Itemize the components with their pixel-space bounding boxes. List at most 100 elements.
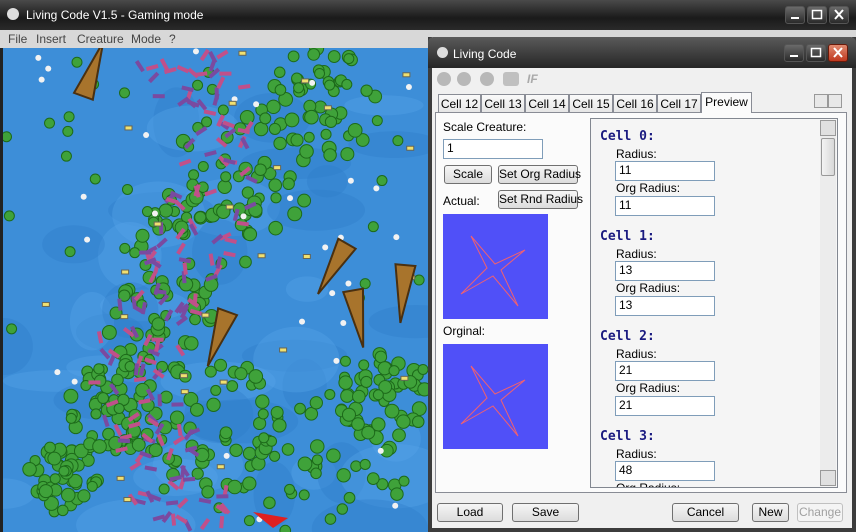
button[interactable]: Load xyxy=(437,503,503,522)
scroll-thumb[interactable] xyxy=(821,138,835,176)
plant xyxy=(77,489,91,503)
plant xyxy=(388,365,400,377)
skull xyxy=(392,502,399,509)
creature xyxy=(107,353,117,366)
button[interactable]: Cancel xyxy=(672,503,739,522)
menu-item[interactable]: File xyxy=(8,32,28,46)
tab-scroll-left[interactable] xyxy=(814,94,828,108)
tab-scroll-right[interactable] xyxy=(828,94,842,108)
food xyxy=(124,125,133,131)
toolbar-icon[interactable] xyxy=(437,72,451,86)
plant xyxy=(243,515,255,527)
creature xyxy=(151,337,164,342)
button[interactable]: Set Rnd Radius xyxy=(498,190,583,209)
minimize-button[interactable] xyxy=(785,6,805,24)
maximize-button[interactable] xyxy=(806,44,826,62)
plant xyxy=(201,485,215,499)
game-area[interactable] xyxy=(3,48,429,532)
plant xyxy=(273,66,286,79)
toolbar-if[interactable]: IF xyxy=(527,72,538,86)
water-texture xyxy=(3,478,35,509)
plant xyxy=(324,115,338,128)
tab[interactable]: Preview xyxy=(701,92,752,113)
creature xyxy=(244,201,257,211)
creature xyxy=(144,357,157,365)
icon-shape xyxy=(811,9,823,20)
creature xyxy=(222,484,229,498)
creature xyxy=(164,309,174,322)
creature xyxy=(237,84,251,90)
label: Radius: xyxy=(616,247,657,261)
button[interactable]: Save xyxy=(512,503,579,522)
plant xyxy=(101,325,117,340)
tab[interactable]: Cell 12 xyxy=(438,94,481,113)
tab[interactable]: Cell 16 xyxy=(613,94,657,113)
creature xyxy=(148,71,160,84)
text-input[interactable]: 11 xyxy=(615,196,715,216)
scrollbar[interactable] xyxy=(820,120,836,486)
plant xyxy=(219,426,233,440)
creature xyxy=(88,380,101,385)
creature xyxy=(193,184,201,197)
creature xyxy=(133,289,145,302)
maximize-button[interactable] xyxy=(807,6,827,24)
skull xyxy=(347,177,354,184)
button[interactable]: New xyxy=(752,503,789,522)
plant xyxy=(38,484,53,499)
scroll-up[interactable] xyxy=(820,120,836,136)
scroll-down[interactable] xyxy=(820,470,836,486)
skull xyxy=(287,195,294,202)
button[interactable]: Scale xyxy=(444,165,492,184)
creature xyxy=(184,137,196,150)
text-input[interactable]: 13 xyxy=(615,261,715,281)
toolbar-icon[interactable] xyxy=(480,72,494,86)
plant xyxy=(390,487,404,501)
icon-shape xyxy=(834,9,844,20)
menu-item[interactable]: Creature xyxy=(77,32,124,46)
plant xyxy=(268,178,283,193)
plant xyxy=(65,412,77,424)
creature xyxy=(182,262,188,275)
close-button[interactable] xyxy=(829,6,849,24)
creature xyxy=(245,175,258,184)
tab[interactable]: Cell 15 xyxy=(569,94,613,113)
toolbar-icon[interactable] xyxy=(457,72,471,86)
plant xyxy=(44,117,56,129)
creature xyxy=(134,60,145,73)
icon-shape xyxy=(833,47,843,58)
menu-item[interactable]: Insert xyxy=(36,32,67,46)
predator xyxy=(394,263,417,324)
menu-item[interactable]: ? xyxy=(169,32,176,46)
plant xyxy=(60,150,72,162)
text-input[interactable]: 48 xyxy=(615,461,715,481)
plant xyxy=(358,359,370,371)
plant xyxy=(371,115,383,127)
skull xyxy=(80,193,87,200)
plant xyxy=(61,487,76,503)
creature xyxy=(133,376,147,383)
text-input[interactable]: 1 xyxy=(443,139,543,159)
skull xyxy=(143,132,150,139)
plant xyxy=(151,317,166,331)
toolbar-icon[interactable] xyxy=(503,72,519,86)
minimize-button[interactable] xyxy=(784,44,804,62)
text-input[interactable]: 21 xyxy=(615,361,715,381)
text-input[interactable]: 13 xyxy=(615,296,715,316)
text-input[interactable]: 21 xyxy=(615,396,715,416)
plant xyxy=(327,50,341,63)
food xyxy=(225,204,234,210)
predator xyxy=(72,48,105,102)
plant xyxy=(309,439,325,454)
label: Org Radius: xyxy=(616,481,680,487)
tab[interactable]: Cell 14 xyxy=(525,94,569,113)
creature xyxy=(198,497,212,504)
plant xyxy=(326,448,341,463)
tab[interactable]: Cell 13 xyxy=(481,94,525,113)
plant xyxy=(62,125,74,137)
button[interactable]: Set Org Radius xyxy=(498,165,581,184)
menu-item[interactable]: Mode xyxy=(131,32,162,46)
text-input[interactable]: 11 xyxy=(615,161,715,181)
tab[interactable]: Cell 17 xyxy=(657,94,701,113)
creature xyxy=(179,306,189,319)
close-button[interactable] xyxy=(828,44,848,62)
